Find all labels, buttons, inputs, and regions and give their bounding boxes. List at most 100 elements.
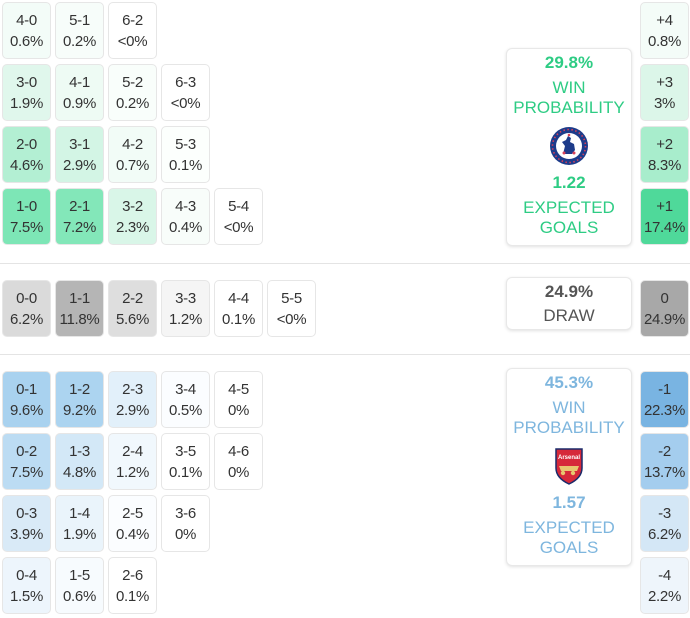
away-win-score-cell: 1-5 0.6% — [55, 557, 104, 614]
home-margin-cell: +3 3% — [640, 64, 689, 121]
home-win-label-2: PROBABILITY — [513, 98, 625, 117]
cell-probability: 0.4% — [116, 525, 149, 543]
cell-label: 5-1 — [69, 11, 90, 29]
cell-probability: 5.6% — [116, 310, 149, 328]
cell-probability: <0% — [170, 94, 201, 112]
home-win-score-cell: 2-1 7.2% — [55, 188, 104, 245]
away-margin-cell: -3 6.2% — [640, 495, 689, 552]
cell-label: 3-0 — [16, 73, 37, 91]
cell-label: -2 — [658, 442, 671, 460]
away-margin-cell: -2 13.7% — [640, 433, 689, 490]
draw-summary-card: 24.9% DRAW — [506, 277, 632, 330]
cell-label: 3-4 — [175, 380, 196, 398]
home-win-score-cell: 5-4 <0% — [214, 188, 263, 245]
cell-label: -4 — [658, 566, 671, 584]
cell-probability: 4.8% — [63, 463, 96, 481]
away-win-score-cell: 0-3 3.9% — [2, 495, 51, 552]
cell-label: 5-3 — [175, 135, 196, 153]
home-margin-cell: +2 8.3% — [640, 126, 689, 183]
home-margin-cell: +1 17.4% — [640, 188, 689, 245]
cell-probability: 1.9% — [63, 525, 96, 543]
cell-label: 2-2 — [122, 289, 143, 307]
away-expected-goals: 1.57 — [552, 493, 586, 512]
cell-probability: 0.6% — [10, 32, 43, 50]
cell-label: -1 — [658, 380, 671, 398]
cell-label: 3-2 — [122, 197, 143, 215]
away-win-score-cell: 3-4 0.5% — [161, 371, 210, 428]
away-win-score-cell: 0-2 7.5% — [2, 433, 51, 490]
away-win-score-cell: 0-4 1.5% — [2, 557, 51, 614]
cell-probability: 7.5% — [10, 218, 43, 236]
cell-probability: 24.9% — [643, 310, 686, 328]
home-margin-cell: +4 0.8% — [640, 2, 689, 59]
draw-score-cell: 0-0 6.2% — [2, 280, 51, 337]
cell-probability: 0.7% — [116, 156, 149, 174]
home-win-probability: 29.8% — [544, 53, 594, 72]
cell-probability: 0.1% — [116, 587, 149, 605]
away-win-score-cell: 4-6 0% — [214, 433, 263, 490]
cell-probability: 7.2% — [63, 218, 96, 236]
home-win-score-cell: 6-3 <0% — [161, 64, 210, 121]
away-win-score-cell: 3-6 0% — [161, 495, 210, 552]
cell-label: 5-5 — [281, 289, 302, 307]
draw-score-cell: 1-1 11.8% — [55, 280, 104, 337]
home-xg-label: EXPECTED — [523, 198, 615, 217]
cell-probability: 3% — [653, 94, 676, 112]
home-win-score-cell: 6-2 <0% — [108, 2, 157, 59]
away-win-label: WIN — [552, 398, 586, 417]
cell-probability: 4.6% — [10, 156, 43, 174]
cell-probability: 1.2% — [116, 463, 149, 481]
cell-label: 0-3 — [16, 504, 37, 522]
away-win-score-cell: 2-6 0.1% — [108, 557, 157, 614]
cell-probability: 17.4% — [643, 218, 686, 236]
cell-label: 0-1 — [16, 380, 37, 398]
cell-probability: <0% — [223, 218, 254, 236]
home-win-score-cell: 4-0 0.6% — [2, 2, 51, 59]
cell-probability: 0.4% — [169, 218, 202, 236]
cell-probability: 9.2% — [63, 401, 96, 419]
cell-label: 6-2 — [122, 11, 143, 29]
cell-label: 3-1 — [69, 135, 90, 153]
cell-probability: 0.8% — [648, 32, 681, 50]
away-margin-cell: -1 22.3% — [640, 371, 689, 428]
away-win-score-cell: 0-1 9.6% — [2, 371, 51, 428]
home-win-score-cell: 4-3 0.4% — [161, 188, 210, 245]
home-win-score-cell: 4-2 0.7% — [108, 126, 157, 183]
cell-probability: 2.9% — [116, 401, 149, 419]
home-win-label: WIN — [552, 78, 586, 97]
cell-probability: 1.5% — [10, 587, 43, 605]
away-margin-cell: -4 2.2% — [640, 557, 689, 614]
draw-label: DRAW — [543, 306, 595, 325]
cell-probability: 0.9% — [63, 94, 96, 112]
home-win-score-cell: 1-0 7.5% — [2, 188, 51, 245]
svg-text:Arsenal: Arsenal — [558, 455, 580, 461]
cell-probability: 9.6% — [10, 401, 43, 419]
away-xg-label: EXPECTED — [523, 518, 615, 537]
cell-probability: 1.9% — [10, 94, 43, 112]
away-win-score-cell: 4-5 0% — [214, 371, 263, 428]
draw-score-cell: 3-3 1.2% — [161, 280, 210, 337]
cell-probability: 2.9% — [63, 156, 96, 174]
away-win-score-cell: 2-5 0.4% — [108, 495, 157, 552]
cell-label: 0-4 — [16, 566, 37, 584]
home-summary-card: 29.8% WIN PROBABILITY 1.22 EXPECTED GOAL… — [506, 48, 632, 246]
away-win-score-cell: 1-4 1.9% — [55, 495, 104, 552]
cell-probability: 0.5% — [169, 401, 202, 419]
home-win-score-cell: 5-3 0.1% — [161, 126, 210, 183]
draw-probability: 24.9% — [544, 282, 594, 301]
cell-label: 2-3 — [122, 380, 143, 398]
cell-label: 6-3 — [175, 73, 196, 91]
cell-label: 1-4 — [69, 504, 90, 522]
cell-probability: 7.5% — [10, 463, 43, 481]
cell-label: 4-0 — [16, 11, 37, 29]
cell-probability: 3.9% — [10, 525, 43, 543]
cell-label: +4 — [656, 11, 673, 29]
away-win-label-2: PROBABILITY — [513, 418, 625, 437]
chelsea-crest-icon — [550, 127, 588, 165]
cell-probability: 6.2% — [10, 310, 43, 328]
cell-label: 0-0 — [16, 289, 37, 307]
home-win-score-cell: 5-2 0.2% — [108, 64, 157, 121]
cell-label: 2-5 — [122, 504, 143, 522]
cell-label: 4-3 — [175, 197, 196, 215]
home-win-score-cell: 4-1 0.9% — [55, 64, 104, 121]
